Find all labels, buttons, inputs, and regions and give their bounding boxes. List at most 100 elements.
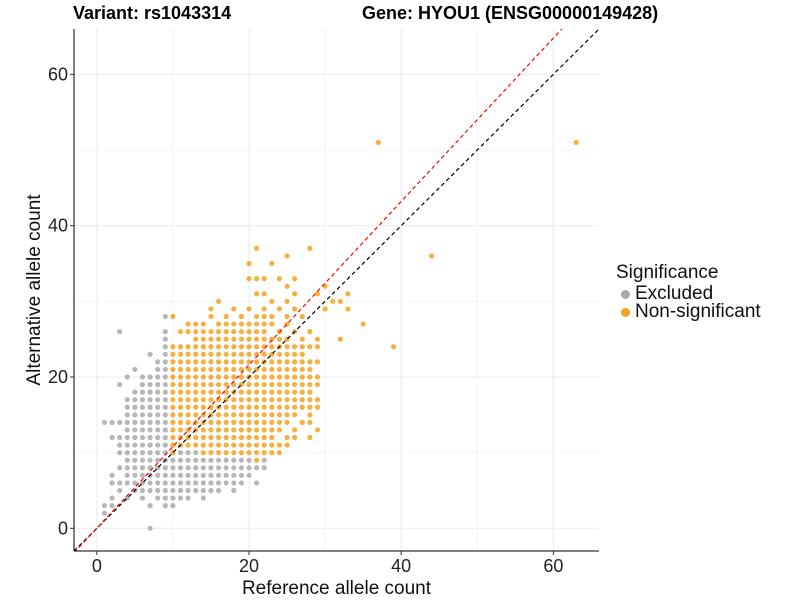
point-non-significant — [215, 336, 222, 342]
point-non-significant — [261, 366, 267, 373]
point-excluded — [139, 465, 146, 471]
point-non-significant — [170, 419, 176, 425]
point-excluded — [124, 465, 130, 471]
point-non-significant — [330, 298, 336, 304]
point-excluded — [170, 472, 176, 478]
point-excluded — [139, 381, 146, 388]
point-non-significant — [246, 306, 252, 312]
point-excluded — [185, 495, 191, 501]
point-non-significant — [208, 434, 214, 441]
point-excluded — [155, 427, 161, 433]
point-non-significant — [292, 374, 298, 380]
point-non-significant — [284, 351, 290, 357]
point-non-significant — [185, 442, 191, 448]
point-non-significant — [215, 366, 222, 373]
point-non-significant — [238, 359, 244, 365]
point-excluded — [139, 412, 146, 418]
point-excluded — [132, 442, 138, 448]
point-non-significant — [261, 329, 267, 335]
point-non-significant — [200, 434, 206, 441]
point-non-significant — [299, 351, 305, 357]
point-non-significant — [223, 351, 229, 357]
point-non-significant — [170, 412, 176, 418]
legend-item-excluded: Excluded — [616, 283, 761, 304]
point-non-significant — [215, 442, 222, 448]
point-excluded — [132, 465, 138, 471]
point-non-significant — [238, 450, 244, 456]
point-non-significant — [231, 397, 237, 403]
point-non-significant — [208, 419, 214, 425]
point-excluded — [132, 427, 138, 433]
point-non-significant — [193, 381, 199, 388]
point-excluded — [200, 465, 206, 471]
point-excluded — [162, 397, 168, 403]
point-non-significant — [246, 427, 252, 433]
point-non-significant — [246, 404, 252, 410]
point-non-significant — [261, 442, 267, 448]
point-non-significant — [254, 442, 260, 448]
point-non-significant — [269, 450, 275, 456]
point-excluded — [170, 487, 176, 494]
point-excluded — [124, 442, 130, 448]
point-non-significant — [246, 412, 252, 418]
point-non-significant — [254, 404, 260, 410]
point-excluded — [155, 480, 161, 486]
point-excluded — [208, 472, 214, 478]
point-non-significant — [276, 450, 283, 456]
point-non-significant — [238, 404, 244, 410]
point-non-significant — [246, 450, 252, 456]
point-excluded — [139, 427, 146, 433]
point-excluded — [117, 381, 123, 388]
x-tick-label: 40 — [391, 556, 411, 576]
point-non-significant — [215, 298, 222, 304]
point-non-significant — [215, 427, 222, 433]
point-non-significant — [223, 442, 229, 448]
point-non-significant — [299, 313, 305, 320]
point-non-significant — [345, 291, 351, 297]
point-non-significant — [292, 306, 298, 312]
point-excluded — [177, 472, 184, 478]
point-non-significant — [231, 434, 237, 441]
point-non-significant — [269, 381, 275, 388]
point-non-significant — [193, 351, 199, 357]
point-non-significant — [231, 336, 237, 342]
point-non-significant — [292, 412, 298, 418]
point-non-significant — [223, 336, 229, 342]
y-tick-label: 0 — [58, 518, 68, 538]
point-non-significant — [261, 427, 267, 433]
point-non-significant — [292, 366, 298, 373]
point-non-significant — [170, 404, 176, 410]
point-non-significant — [307, 344, 313, 350]
reference-line-identity — [74, 29, 599, 551]
point-non-significant — [284, 374, 290, 380]
point-non-significant — [246, 336, 252, 342]
point-non-significant — [276, 404, 283, 410]
point-non-significant — [193, 321, 199, 327]
point-excluded — [147, 419, 153, 425]
point-excluded — [238, 465, 244, 471]
point-non-significant — [269, 321, 275, 327]
point-excluded — [124, 472, 130, 478]
point-excluded — [215, 465, 222, 471]
point-non-significant — [177, 329, 184, 335]
point-excluded — [170, 503, 176, 509]
point-excluded — [124, 427, 130, 433]
point-excluded — [162, 442, 168, 448]
point-non-significant — [299, 404, 305, 410]
x-axis-label: Reference allele count — [242, 578, 432, 599]
point-non-significant — [254, 397, 260, 403]
point-non-significant — [223, 329, 229, 335]
point-non-significant — [292, 427, 298, 433]
point-non-significant — [246, 329, 252, 335]
point-non-significant — [177, 359, 184, 365]
point-non-significant — [284, 359, 290, 365]
point-excluded — [193, 480, 199, 486]
point-excluded — [193, 472, 199, 478]
point-non-significant — [185, 321, 191, 327]
point-excluded — [147, 389, 153, 395]
point-non-significant — [246, 442, 252, 448]
point-excluded — [162, 465, 168, 471]
point-non-significant — [215, 329, 222, 335]
axes — [73, 29, 599, 552]
point-non-significant — [390, 344, 397, 350]
